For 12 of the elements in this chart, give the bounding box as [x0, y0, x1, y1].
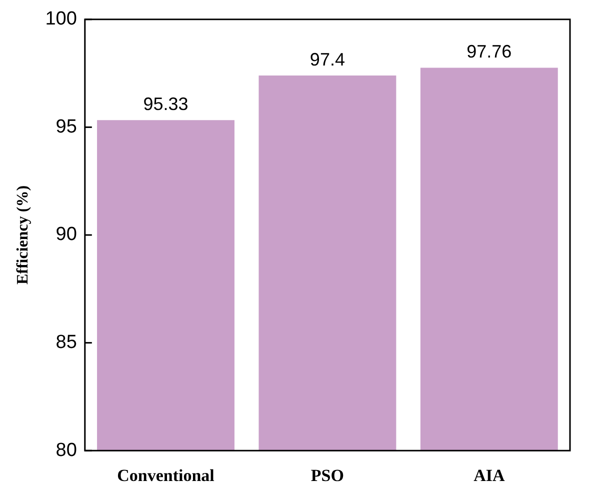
data-label: 97.4 — [310, 49, 345, 70]
y-axis-title: Efficiency (%) — [14, 185, 32, 285]
y-tick-label: 90 — [56, 224, 77, 246]
y-tick-label: 85 — [56, 332, 77, 354]
y-tick-label: 80 — [56, 440, 77, 461]
x-tick-label: PSO — [310, 466, 344, 486]
x-tick-label: AIA — [474, 466, 506, 486]
data-label: 95.33 — [143, 94, 188, 114]
y-tick-label: 100 — [45, 8, 77, 30]
y-tick-label: 95 — [56, 116, 77, 138]
x-tick-label: Conventional — [117, 466, 215, 486]
data-label: 97.76 — [466, 42, 512, 62]
